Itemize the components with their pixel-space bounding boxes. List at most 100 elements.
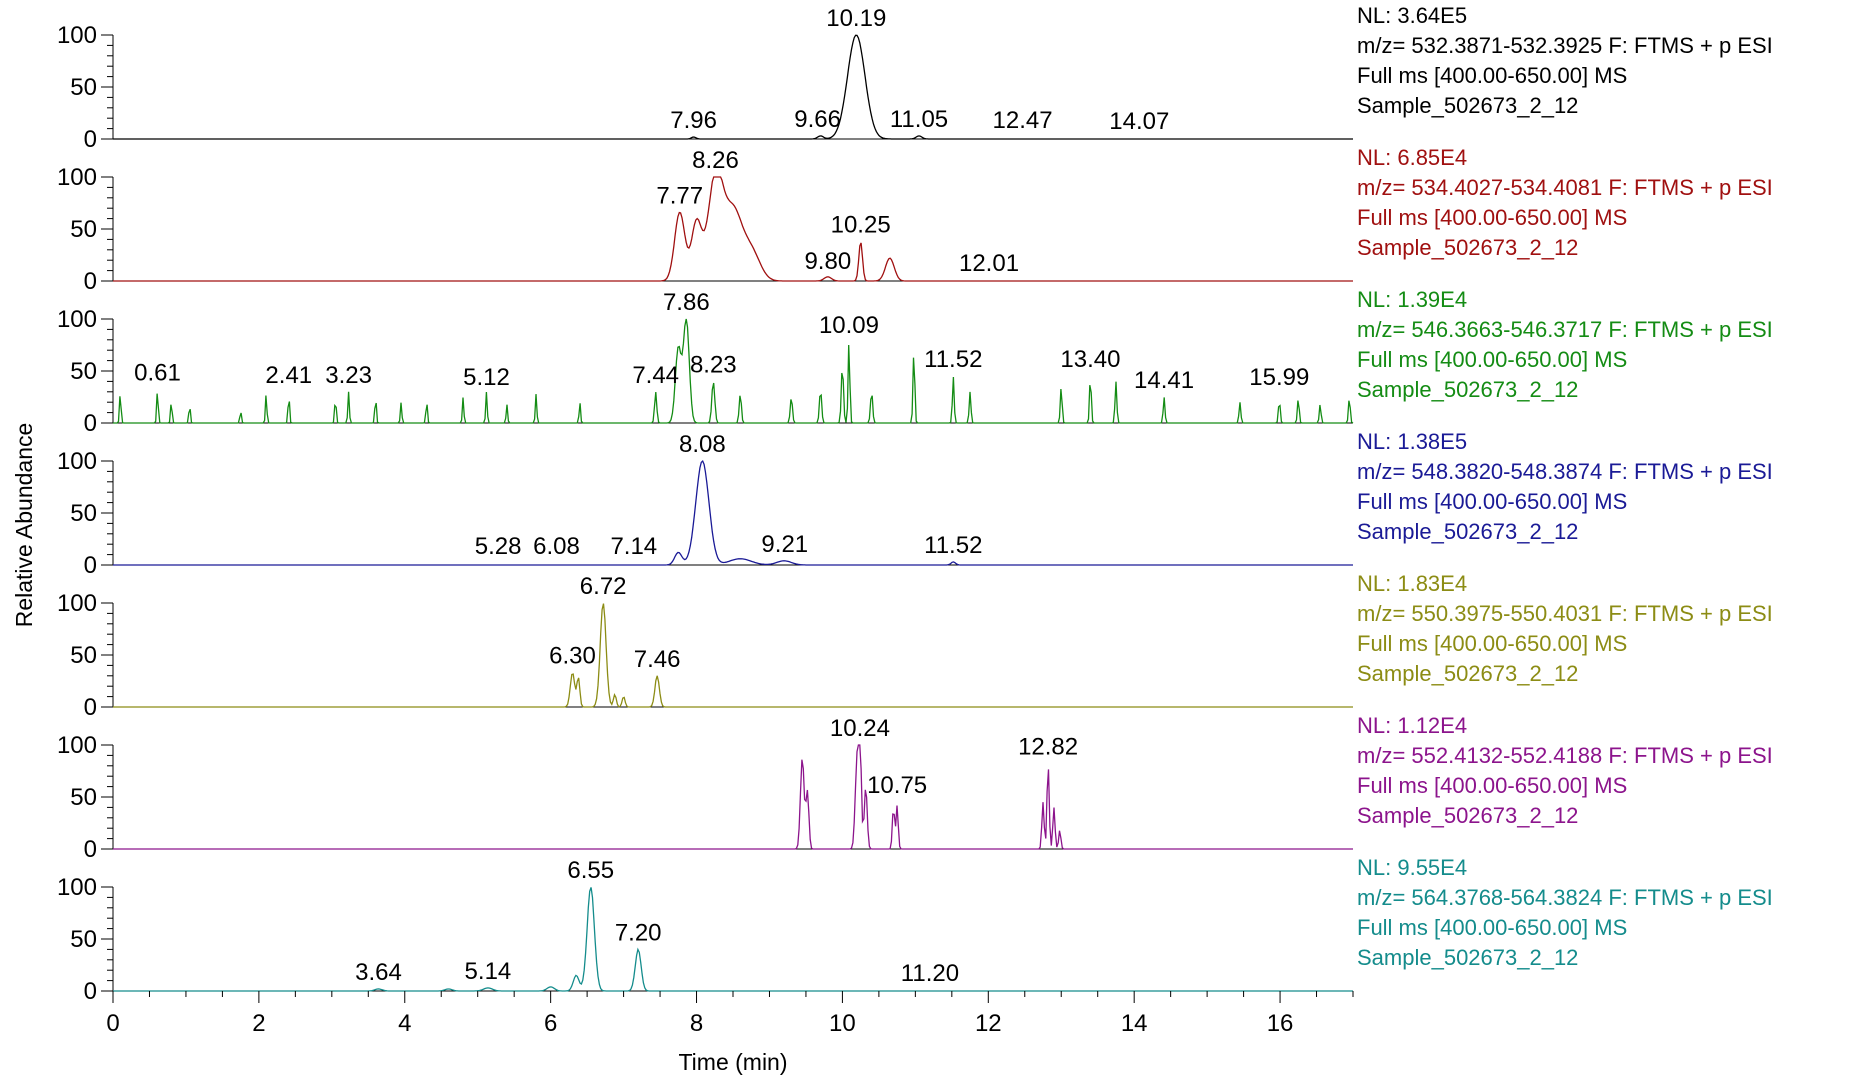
peak-label: 14.41 xyxy=(1134,367,1194,394)
x-tick-label: 14 xyxy=(1121,1010,1148,1037)
y-tick-label: 50 xyxy=(70,926,97,953)
y-tick-label: 0 xyxy=(84,268,97,295)
peak-label: 6.72 xyxy=(580,573,627,600)
y-tick-label: 100 xyxy=(57,590,97,617)
scan-filter: m/z= 548.3820-548.3874 F: FTMS + p ESI xyxy=(1357,459,1773,484)
normalization-level: NL: 6.85E4 xyxy=(1357,145,1467,170)
peak-label: 10.09 xyxy=(819,312,879,339)
sample-name: Sample_502673_2_12 xyxy=(1357,803,1578,828)
peak-label: 8.23 xyxy=(690,351,737,378)
ms-range: Full ms [400.00-650.00] MS xyxy=(1357,773,1627,798)
peak-label: 0.61 xyxy=(134,360,181,387)
x-tick-label: 6 xyxy=(544,1010,557,1037)
peak-label: 5.28 xyxy=(475,533,522,560)
peak-label: 8.26 xyxy=(692,147,739,174)
sample-name: Sample_502673_2_12 xyxy=(1357,519,1578,544)
peak-label: 15.99 xyxy=(1249,364,1309,391)
x-tick-label: 12 xyxy=(975,1010,1002,1037)
normalization-level: NL: 1.39E4 xyxy=(1357,287,1467,312)
x-tick-label: 10 xyxy=(829,1010,856,1037)
peak-label: 12.01 xyxy=(959,250,1019,277)
peak-label: 10.19 xyxy=(826,5,886,32)
scan-filter: m/z= 550.3975-550.4031 F: FTMS + p ESI xyxy=(1357,601,1773,626)
peak-label: 3.64 xyxy=(355,959,402,986)
y-tick-label: 50 xyxy=(70,500,97,527)
x-tick-label: 4 xyxy=(398,1010,411,1037)
x-axis-label: Time (min) xyxy=(678,1049,787,1075)
peak-label: 7.44 xyxy=(632,362,679,389)
peak-label: 10.75 xyxy=(867,772,927,799)
peak-label: 9.66 xyxy=(794,106,841,133)
peak-label: 8.08 xyxy=(679,431,726,458)
peak-label: 6.08 xyxy=(533,533,580,560)
peak-label: 3.23 xyxy=(325,362,372,389)
peak-label: 7.77 xyxy=(656,182,703,209)
peak-label: 7.86 xyxy=(663,289,710,316)
peak-label: 6.30 xyxy=(549,643,596,670)
ms-range: Full ms [400.00-650.00] MS xyxy=(1357,631,1627,656)
y-tick-label: 100 xyxy=(57,448,97,475)
normalization-level: NL: 1.83E4 xyxy=(1357,571,1467,596)
sample-name: Sample_502673_2_12 xyxy=(1357,377,1578,402)
ms-range: Full ms [400.00-650.00] MS xyxy=(1357,63,1627,88)
ms-range: Full ms [400.00-650.00] MS xyxy=(1357,489,1627,514)
y-tick-label: 50 xyxy=(70,358,97,385)
y-tick-label: 50 xyxy=(70,74,97,101)
y-tick-label: 50 xyxy=(70,784,97,811)
peak-label: 6.55 xyxy=(567,857,614,884)
y-tick-label: 100 xyxy=(57,732,97,759)
peak-label: 14.07 xyxy=(1109,108,1169,135)
y-tick-label: 0 xyxy=(84,978,97,1005)
peak-label: 11.52 xyxy=(924,346,982,373)
trace-line xyxy=(113,460,1353,566)
y-tick-label: 100 xyxy=(57,874,97,901)
peak-label: 9.80 xyxy=(804,248,851,275)
trace-line xyxy=(113,34,1353,140)
y-tick-label: 100 xyxy=(57,22,97,49)
peak-label: 7.14 xyxy=(610,533,657,560)
y-tick-label: 0 xyxy=(84,126,97,153)
y-tick-label: 0 xyxy=(84,552,97,579)
sample-name: Sample_502673_2_12 xyxy=(1357,235,1578,260)
y-tick-label: 0 xyxy=(84,694,97,721)
scan-filter: m/z= 534.4027-534.4081 F: FTMS + p ESI xyxy=(1357,175,1773,200)
peak-label: 7.46 xyxy=(634,646,681,673)
x-tick-label: 2 xyxy=(252,1010,265,1037)
sample-name: Sample_502673_2_12 xyxy=(1357,93,1578,118)
peak-label: 7.20 xyxy=(615,919,662,946)
normalization-level: NL: 1.12E4 xyxy=(1357,713,1467,738)
peak-label: 13.40 xyxy=(1060,346,1120,373)
normalization-level: NL: 1.38E5 xyxy=(1357,429,1467,454)
ms-range: Full ms [400.00-650.00] MS xyxy=(1357,347,1627,372)
scan-filter: m/z= 552.4132-552.4188 F: FTMS + p ESI xyxy=(1357,743,1773,768)
trace-line xyxy=(113,887,1353,992)
normalization-level: NL: 9.55E4 xyxy=(1357,855,1467,880)
sample-name: Sample_502673_2_12 xyxy=(1357,661,1578,686)
peak-label: 12.82 xyxy=(1018,734,1078,761)
x-tick-label: 0 xyxy=(106,1010,119,1037)
peak-label: 5.14 xyxy=(465,958,512,985)
ms-range: Full ms [400.00-650.00] MS xyxy=(1357,915,1627,940)
y-tick-label: 100 xyxy=(57,306,97,333)
trace-line xyxy=(113,744,1353,850)
ms-range: Full ms [400.00-650.00] MS xyxy=(1357,205,1627,230)
trace-line xyxy=(113,318,1354,424)
y-tick-label: 50 xyxy=(70,216,97,243)
peak-label: 10.25 xyxy=(831,211,891,238)
scan-filter: m/z= 546.3663-546.3717 F: FTMS + p ESI xyxy=(1357,317,1773,342)
scan-filter: m/z= 532.3871-532.3925 F: FTMS + p ESI xyxy=(1357,33,1773,58)
sample-name: Sample_502673_2_12 xyxy=(1357,945,1578,970)
peak-label: 7.96 xyxy=(670,107,717,134)
scan-filter: m/z= 564.3768-564.3824 F: FTMS + p ESI xyxy=(1357,885,1773,910)
x-tick-label: 16 xyxy=(1267,1010,1294,1037)
peak-label: 9.21 xyxy=(761,531,808,558)
peak-label: 10.24 xyxy=(830,715,890,742)
y-tick-label: 100 xyxy=(57,164,97,191)
normalization-level: NL: 3.64E5 xyxy=(1357,3,1467,28)
y-tick-label: 50 xyxy=(70,642,97,669)
trace-line xyxy=(113,176,1353,282)
y-axis-label: Relative Abundance xyxy=(11,423,37,628)
trace-line xyxy=(113,603,1353,708)
peak-label: 11.52 xyxy=(924,532,982,559)
